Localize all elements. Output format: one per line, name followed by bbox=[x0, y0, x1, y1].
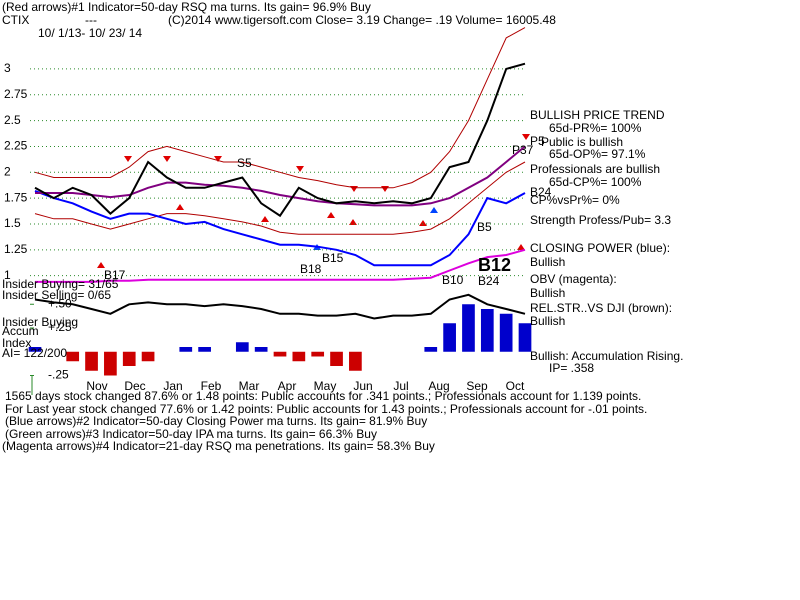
accum-bar bbox=[499, 313, 513, 352]
accum-bar bbox=[198, 347, 211, 352]
accum-bar bbox=[292, 351, 306, 362]
y-tick-label: 1.75 bbox=[4, 190, 28, 204]
series-line bbox=[34, 189, 526, 267]
y-tick-label: 2.25 bbox=[4, 139, 28, 153]
annotation: 1565 days stock changed 87.6% or 1.48 po… bbox=[5, 389, 641, 403]
annotation: Insider Buying bbox=[2, 315, 78, 329]
annotation: Index bbox=[2, 336, 31, 350]
annotation: P37 bbox=[512, 143, 534, 157]
annotation: Bullish bbox=[530, 314, 565, 328]
annotation: 10/ 1/13- 10/ 23/ 14 bbox=[38, 26, 142, 40]
annotation: B5 bbox=[477, 220, 492, 234]
series-line bbox=[34, 161, 526, 235]
accum-bar bbox=[254, 347, 268, 352]
x-tick-label: Sep bbox=[466, 379, 488, 393]
annotation: B24 bbox=[478, 274, 500, 288]
annotation: Bullish bbox=[530, 255, 565, 269]
accum-bar bbox=[28, 347, 42, 352]
annotation: (Red arrows)#1 Indicator=50-day RSQ ma t… bbox=[2, 0, 371, 14]
series-line bbox=[35, 145, 526, 207]
annotation: P5 bbox=[530, 134, 545, 148]
accum-bar bbox=[85, 351, 98, 371]
y-tick-label: 3 bbox=[4, 61, 11, 75]
annotation: OBV (magenta): bbox=[530, 272, 617, 286]
annotation: Strength Profess/Pub= 3.3 bbox=[530, 213, 671, 227]
accum-bar bbox=[273, 351, 287, 357]
annotation: CP%vsPr%= 0% bbox=[530, 193, 620, 207]
rel-strength-line bbox=[34, 293, 526, 320]
y-tick-label: 2 bbox=[4, 164, 11, 178]
annotation: Accum bbox=[2, 324, 39, 338]
accum-bar bbox=[443, 323, 456, 352]
buy-arrow bbox=[97, 204, 525, 268]
x-tick-label: Feb bbox=[201, 379, 222, 393]
x-tick-label: Jun bbox=[353, 379, 372, 393]
x-tick-label: Dec bbox=[124, 379, 145, 393]
accum-bar bbox=[66, 351, 80, 362]
x-tick-label: Aug bbox=[428, 379, 449, 393]
y-tick-label: 1.25 bbox=[4, 242, 28, 256]
x-tick-label: Oct bbox=[506, 379, 525, 393]
annotation: Bullish: Accumulation Rising. bbox=[530, 349, 683, 363]
y-tick-label: +.25 bbox=[48, 320, 72, 334]
accum-bar bbox=[235, 342, 249, 352]
series-line bbox=[34, 62, 526, 218]
annotation: S5 bbox=[237, 156, 252, 170]
y-tick-label: 1.5 bbox=[4, 216, 21, 230]
accum-bar bbox=[141, 351, 155, 362]
annotation: --- bbox=[85, 13, 97, 27]
series-line bbox=[35, 248, 526, 283]
y-tick-label: 2.75 bbox=[4, 87, 28, 101]
annotation: B10 bbox=[442, 273, 464, 287]
accum-bar bbox=[462, 304, 475, 352]
accum-bar bbox=[104, 351, 117, 376]
annotation: B12 bbox=[478, 255, 511, 275]
y-tick-label: 1 bbox=[4, 268, 11, 282]
accum-bar bbox=[311, 351, 325, 357]
accum-bar bbox=[349, 351, 362, 371]
y-tick-label: 2.5 bbox=[4, 113, 21, 127]
x-tick-label: Mar bbox=[239, 379, 260, 393]
annotation: (Magenta arrows)#4 Indicator=21-day RSQ … bbox=[2, 439, 435, 453]
annotation: Public is bullish bbox=[541, 135, 623, 149]
annotation: AI= 122/200 bbox=[2, 346, 67, 360]
annotation: CTIX bbox=[2, 13, 29, 27]
annotation: B24 bbox=[530, 185, 552, 199]
accum-bar bbox=[424, 347, 438, 352]
x-tick-label: Jan bbox=[163, 379, 182, 393]
accum-bar bbox=[330, 351, 343, 366]
x-tick-label: Apr bbox=[278, 379, 297, 393]
accum-bar bbox=[179, 347, 193, 352]
annotation: Insider Selling= 0/65 bbox=[2, 288, 111, 302]
annotation: 65d-PR%= 100% bbox=[549, 121, 642, 135]
accum-bar bbox=[122, 351, 136, 366]
y-tick-label: -.25 bbox=[48, 368, 69, 382]
annotation: B15 bbox=[322, 251, 344, 265]
annotation: (C)2014 www.tigersoft.com Close= 3.19 Ch… bbox=[168, 13, 556, 27]
annotation: CLOSING POWER (blue): bbox=[530, 241, 670, 255]
annotation: For Last year stock changed 77.6% or 1.4… bbox=[5, 402, 647, 416]
annotation: BULLISH PRICE TREND bbox=[530, 108, 665, 122]
annotation: Bullish bbox=[530, 286, 565, 300]
annotation: IP= .358 bbox=[549, 361, 594, 375]
annotation: REL.STR..VS DJI (brown): bbox=[530, 301, 672, 315]
annotation: 65d-OP%= 97.1% bbox=[549, 147, 646, 161]
x-tick-label: Jul bbox=[393, 379, 408, 393]
annotation: (Blue arrows)#2 Indicator=50-day Closing… bbox=[5, 414, 427, 428]
annotation: Insider Buying= 31/65 bbox=[2, 277, 119, 291]
accum-bar bbox=[518, 323, 532, 352]
annotation: B18 bbox=[300, 262, 322, 276]
annotation: B17 bbox=[104, 268, 126, 282]
annotation: 65d-CP%= 100% bbox=[549, 175, 642, 189]
annotation: (Green arrows)#3 Indicator=50-day IPA ma… bbox=[5, 427, 377, 441]
series-line bbox=[34, 27, 526, 189]
x-tick-label: May bbox=[314, 379, 337, 393]
annotation: Professionals are bullish bbox=[530, 162, 660, 176]
accum-bar bbox=[480, 309, 494, 352]
x-tick-label: Nov bbox=[86, 379, 107, 393]
